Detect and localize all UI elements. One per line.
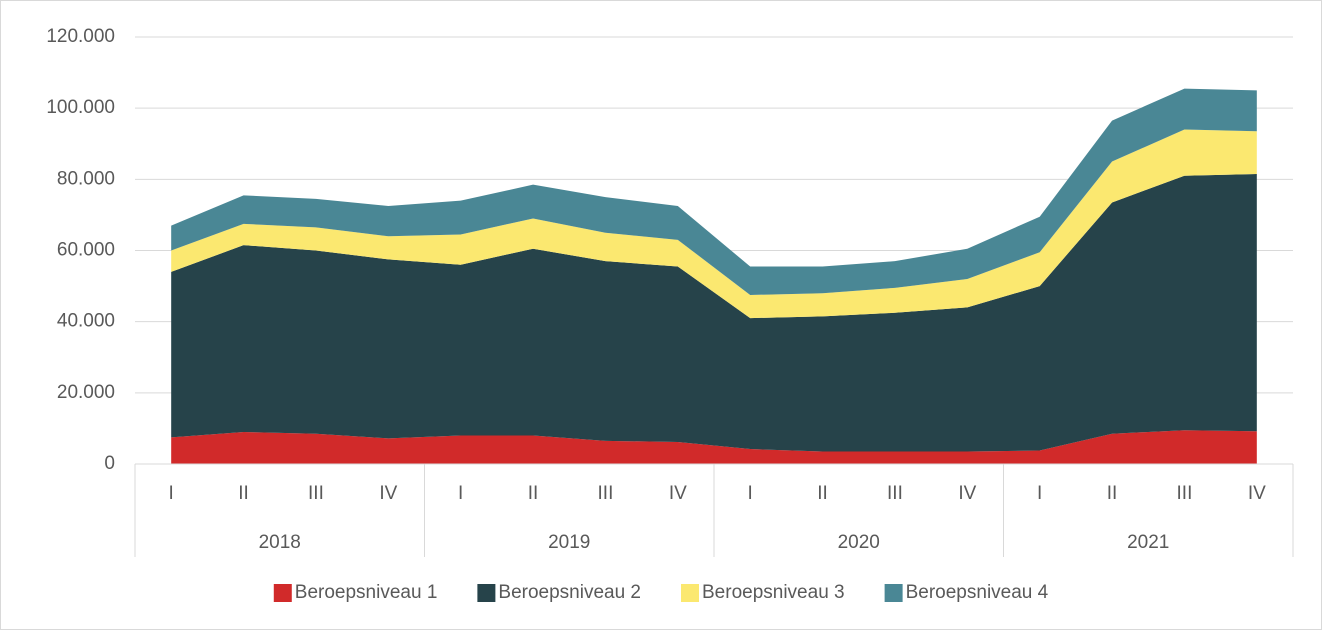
x-tick-label: II <box>238 483 249 504</box>
y-tick-label: 0 <box>104 453 115 474</box>
x-tick-label: III <box>598 483 614 504</box>
group-label: 2020 <box>838 532 880 553</box>
x-tick-label: IV <box>669 483 687 504</box>
y-tick-label: 20.000 <box>57 382 115 403</box>
x-tick-label: III <box>308 483 324 504</box>
x-tick-label: IV <box>379 483 397 504</box>
y-tick-label: 40.000 <box>57 311 115 332</box>
x-tick-label: IV <box>1248 483 1266 504</box>
x-tick-label: III <box>887 483 903 504</box>
x-tick-label: I <box>458 483 463 504</box>
x-tick-label: III <box>1177 483 1193 504</box>
area <box>171 430 1257 464</box>
legend-label: Beroepsniveau 4 <box>906 582 1049 603</box>
x-tick-label: I <box>1037 483 1042 504</box>
x-tick-label: I <box>169 483 174 504</box>
y-tick-label: 80.000 <box>57 168 115 189</box>
legend-swatch <box>273 584 292 602</box>
x-tick-label: I <box>748 483 753 504</box>
legend-label: Beroepsniveau 2 <box>498 582 641 603</box>
legend-swatch <box>477 584 496 602</box>
area <box>171 129 1257 319</box>
x-tick-label: II <box>817 483 828 504</box>
y-tick-label: 100.000 <box>46 97 115 118</box>
y-tick-label: 60.000 <box>57 240 115 261</box>
legend-swatch <box>681 584 699 602</box>
x-tick-label: II <box>1107 483 1118 504</box>
y-tick-label: 120.000 <box>46 26 115 47</box>
group-label: 2019 <box>548 532 590 553</box>
x-tick-label: IV <box>958 483 976 504</box>
legend-label: Beroepsniveau 3 <box>702 582 845 603</box>
legend-label: Beroepsniveau 1 <box>295 582 438 603</box>
x-tick-label: II <box>528 483 539 504</box>
group-label: 2021 <box>1127 532 1169 553</box>
area <box>171 88 1257 295</box>
legend-swatch <box>884 584 903 602</box>
group-label: 2018 <box>259 532 301 553</box>
area <box>171 173 1257 452</box>
